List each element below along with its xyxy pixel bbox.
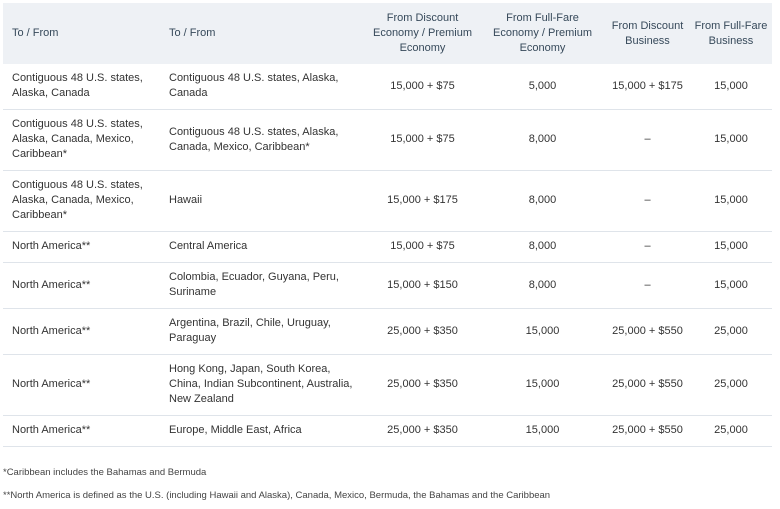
table-cell: 25,000 + $550 <box>605 354 690 416</box>
table-cell: 15,000 <box>690 170 772 232</box>
award-chart-table: To / From To / From From Discount Economy … <box>3 3 772 447</box>
table-cell: North America** <box>3 231 160 263</box>
table-cell: 8,000 <box>480 170 605 232</box>
table-row: North America** Europe, Middle East, Afri… <box>3 415 772 447</box>
table-cell: Contiguous 48 U.S. states, Alaska, Canad… <box>3 109 160 171</box>
table-cell: 5,000 <box>480 64 605 110</box>
table-cell: 15,000 + $75 <box>365 64 480 110</box>
table-row: North America** Central America 15,000 + $… <box>3 231 772 263</box>
table-cell: Contiguous 48 U.S. states, Alaska, Canad… <box>160 64 365 110</box>
table-cell: 25,000 <box>690 415 772 447</box>
table-cell: 25,000 <box>690 308 772 355</box>
table-cell: North America** <box>3 308 160 355</box>
table-cell: Colombia, Ecuador, Guyana, Peru, Surinam… <box>160 262 365 309</box>
table-cell: North America** <box>3 354 160 416</box>
table-cell: – <box>605 231 690 263</box>
table-cell: 15,000 + $75 <box>365 231 480 263</box>
table-row: Contiguous 48 U.S. states, Alaska, Canad… <box>3 170 772 232</box>
table-cell: 15,000 + $175 <box>365 170 480 232</box>
table-row: North America** Colombia, Ecuador, Guyana… <box>3 262 772 309</box>
table-cell: 15,000 <box>690 231 772 263</box>
table-cell: 15,000 <box>480 354 605 416</box>
table-header-row: To / From To / From From Discount Economy … <box>3 3 772 64</box>
table-cell: – <box>605 109 690 171</box>
table-cell: Europe, Middle East, Africa <box>160 415 365 447</box>
table-cell: 15,000 <box>690 64 772 110</box>
column-header: From Full-Fare Business <box>690 3 772 64</box>
table-cell: Hawaii <box>160 170 365 232</box>
table-cell: 15,000 <box>690 262 772 309</box>
table-cell: Hong Kong, Japan, South Korea, China, In… <box>160 354 365 416</box>
footnote-north-america: **North America is defined as the U.S. (… <box>3 490 551 501</box>
table-row: North America** Hong Kong, Japan, South K… <box>3 354 772 416</box>
table-cell: Contiguous 48 U.S. states, Alaska, Canad… <box>3 64 160 110</box>
column-header: From Discount Business <box>605 3 690 64</box>
footnote-caribbean: *Caribbean includes the Bahamas and Berm… <box>3 467 207 478</box>
table-cell: 8,000 <box>480 262 605 309</box>
table-cell: 15,000 + $175 <box>605 64 690 110</box>
table-cell: 25,000 + $350 <box>365 415 480 447</box>
table-cell: – <box>605 170 690 232</box>
table-cell: Contiguous 48 U.S. states, Alaska, Canad… <box>3 170 160 232</box>
table-cell: 15,000 <box>690 109 772 171</box>
table-cell: 15,000 + $150 <box>365 262 480 309</box>
table-cell: 25,000 <box>690 354 772 416</box>
table-cell: 25,000 + $350 <box>365 354 480 416</box>
table-cell: 15,000 + $75 <box>365 109 480 171</box>
table-cell: 8,000 <box>480 109 605 171</box>
table-cell: – <box>605 262 690 309</box>
table-cell: 15,000 <box>480 415 605 447</box>
column-header: From Full-Fare Economy / Premium Economy <box>480 3 605 64</box>
table-cell: 25,000 + $350 <box>365 308 480 355</box>
table-row: Contiguous 48 U.S. states, Alaska, Canad… <box>3 64 772 110</box>
table-cell: North America** <box>3 415 160 447</box>
table-cell: 25,000 + $550 <box>605 308 690 355</box>
table-cell: 15,000 <box>480 308 605 355</box>
table-cell: Contiguous 48 U.S. states, Alaska, Canad… <box>160 109 365 171</box>
table-cell: 25,000 + $550 <box>605 415 690 447</box>
table-cell: Central America <box>160 231 365 263</box>
table-cell: 8,000 <box>480 231 605 263</box>
column-header: To / From <box>160 3 365 64</box>
table-row: Contiguous 48 U.S. states, Alaska, Canad… <box>3 109 772 171</box>
table-row: North America** Argentina, Brazil, Chile,… <box>3 308 772 355</box>
column-header: From Discount Economy / Premium Economy <box>365 3 480 64</box>
column-header: To / From <box>3 3 160 64</box>
table-cell: North America** <box>3 262 160 309</box>
table-cell: Argentina, Brazil, Chile, Uruguay, Parag… <box>160 308 365 355</box>
